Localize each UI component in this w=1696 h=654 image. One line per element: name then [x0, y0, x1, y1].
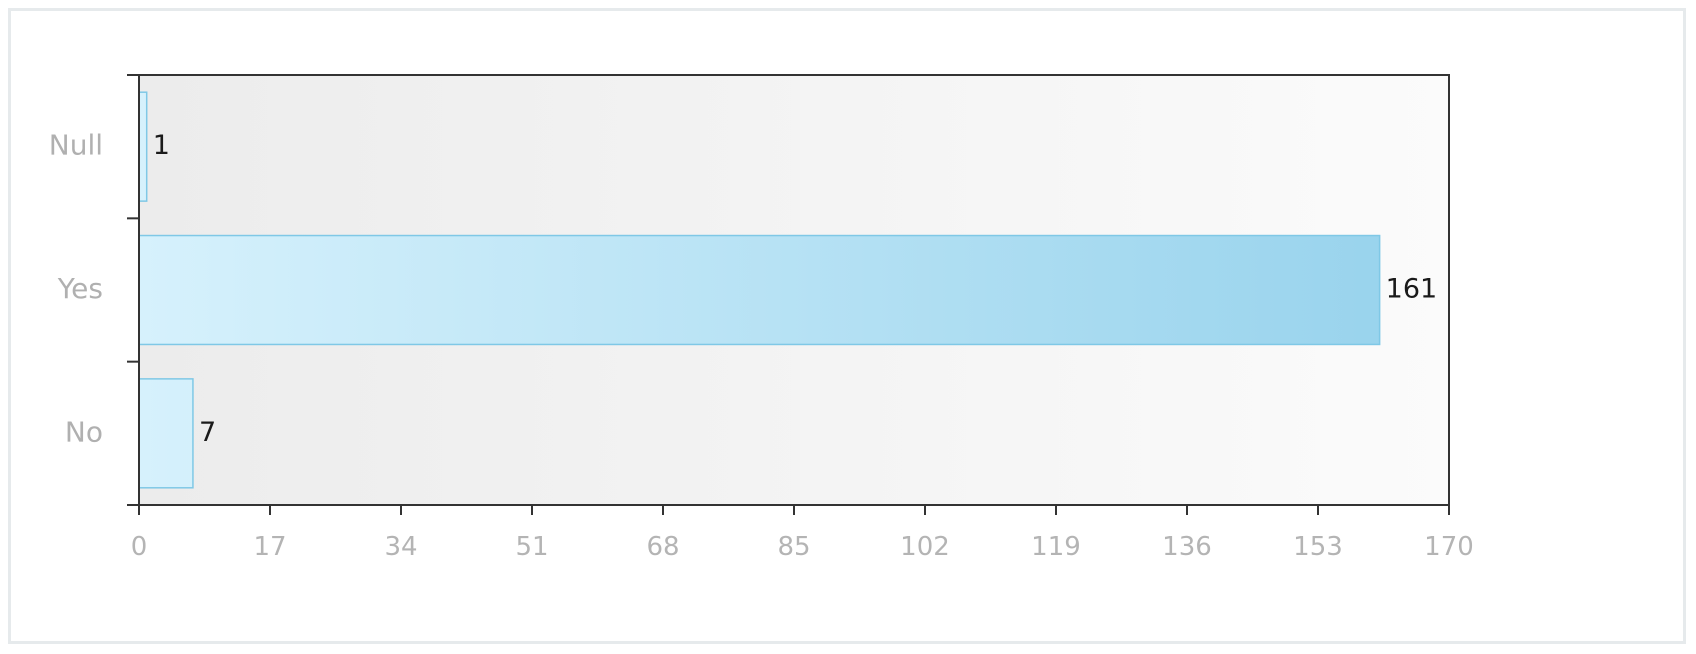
data-label-null: 1	[153, 130, 170, 161]
x-tick-label-136: 136	[1162, 532, 1212, 562]
chart-frame: 1 Null 161 Yes 7 No 0 17 34 51 68 85 102 119 136 153 17…	[8, 8, 1686, 644]
bar-yes	[138, 234, 1381, 346]
bar-no	[138, 378, 194, 489]
data-label-no: 7	[199, 417, 216, 448]
x-tick-label-0: 0	[131, 532, 148, 562]
x-tick-label-34: 34	[384, 532, 417, 562]
x-tick-label-17: 17	[253, 532, 286, 562]
x-tick-label-85: 85	[777, 532, 810, 562]
data-label-yes: 161	[1386, 274, 1438, 305]
x-tick-label-153: 153	[1293, 532, 1343, 562]
x-tick-label-119: 119	[1031, 532, 1081, 562]
x-tick-label-170: 170	[1424, 532, 1474, 562]
bar-chart: 1 Null 161 Yes 7 No 0 17 34 51 68 85 102 119 136 153 17…	[49, 74, 1474, 562]
x-tick-label-102: 102	[900, 532, 950, 562]
category-label-yes: Yes	[57, 272, 103, 305]
x-tick-label-68: 68	[646, 532, 679, 562]
bar-null	[138, 91, 148, 202]
x-tick-label-51: 51	[515, 532, 548, 562]
category-label-no: No	[65, 415, 103, 448]
category-label-null: Null	[49, 129, 103, 162]
